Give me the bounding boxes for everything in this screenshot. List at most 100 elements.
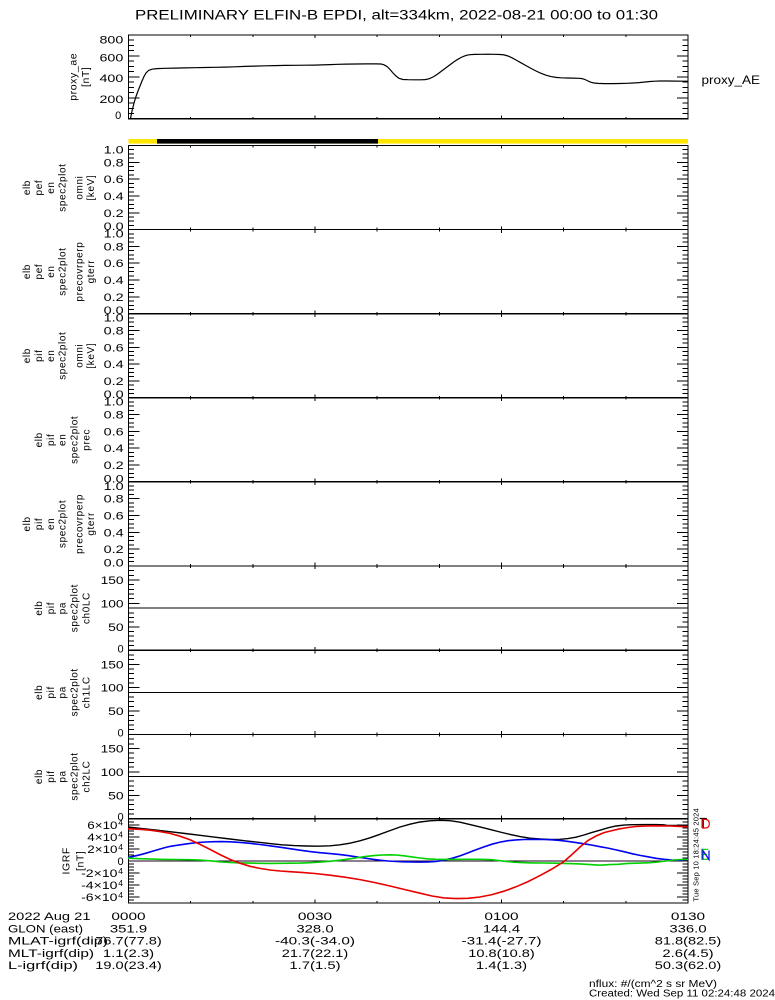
svg-text:spec2plot: spec2plot xyxy=(69,416,80,464)
svg-text:spec2plot: spec2plot xyxy=(69,584,80,632)
svg-text:0.4: 0.4 xyxy=(104,275,124,287)
svg-text:0130: 0130 xyxy=(671,911,705,923)
svg-text:en: en xyxy=(46,350,57,362)
svg-text:MLT-igrf(dip): MLT-igrf(dip) xyxy=(8,948,94,960)
svg-text:200: 200 xyxy=(100,94,124,106)
svg-text:en: en xyxy=(58,434,69,446)
svg-text:76.7(77.8): 76.7(77.8) xyxy=(95,936,162,948)
svg-text:21.7(22.1): 21.7(22.1) xyxy=(282,948,349,960)
svg-text:150: 150 xyxy=(101,575,124,587)
svg-text:pa: pa xyxy=(58,686,69,698)
svg-text:4: 4 xyxy=(118,866,123,876)
svg-text:1.0: 1.0 xyxy=(104,481,124,493)
svg-text:[keV]: [keV] xyxy=(86,343,97,369)
svg-text:0.4: 0.4 xyxy=(104,443,124,455)
svg-text:0.6: 0.6 xyxy=(104,342,124,354)
svg-text:[nT]: [nT] xyxy=(80,67,92,88)
svg-text:ch1LC: ch1LC xyxy=(81,676,92,708)
svg-text:4×10: 4×10 xyxy=(87,832,117,844)
svg-text:pef: pef xyxy=(34,180,45,196)
svg-text:en: en xyxy=(46,518,57,530)
svg-text:2.6(4.5): 2.6(4.5) xyxy=(662,948,713,960)
svg-text:600: 600 xyxy=(100,52,124,64)
svg-text:0: 0 xyxy=(117,812,123,824)
svg-text:[keV]: [keV] xyxy=(86,175,97,201)
svg-text:spec2plot: spec2plot xyxy=(58,163,69,211)
svg-text:elb: elb xyxy=(34,432,45,447)
svg-text:pa: pa xyxy=(58,770,69,782)
svg-text:pif: pif xyxy=(46,770,57,782)
svg-text:0.0: 0.0 xyxy=(104,389,124,401)
svg-text:400: 400 xyxy=(100,73,124,85)
svg-text:spec2plot: spec2plot xyxy=(69,752,80,800)
svg-text:81.8(82.5): 81.8(82.5) xyxy=(655,936,722,948)
svg-text:spec2plot: spec2plot xyxy=(58,500,69,548)
svg-text:0.2: 0.2 xyxy=(104,460,124,472)
svg-text:elb: elb xyxy=(34,685,45,700)
svg-text:0.2: 0.2 xyxy=(104,208,124,220)
svg-text:precovrperp: precovrperp xyxy=(74,494,85,554)
svg-text:en: en xyxy=(46,265,57,277)
svg-text:2022 Aug 21: 2022 Aug 21 xyxy=(8,911,91,923)
svg-text:proxy_AE: proxy_AE xyxy=(702,73,761,87)
svg-text:elb: elb xyxy=(22,348,33,363)
svg-text:ch2LC: ch2LC xyxy=(81,761,92,793)
svg-text:en: en xyxy=(46,181,57,193)
svg-text:0.8: 0.8 xyxy=(104,241,124,253)
svg-text:50: 50 xyxy=(108,706,124,718)
svg-text:0100: 0100 xyxy=(484,911,518,923)
svg-text:pif: pif xyxy=(34,518,45,530)
svg-text:1.0: 1.0 xyxy=(104,397,124,409)
svg-text:ch0LC: ch0LC xyxy=(81,592,92,624)
svg-text:elb: elb xyxy=(22,264,33,279)
svg-text:4: 4 xyxy=(118,830,123,840)
svg-text:1.0: 1.0 xyxy=(104,145,124,157)
svg-text:19.0(23.4): 19.0(23.4) xyxy=(95,960,162,972)
svg-text:0.0: 0.0 xyxy=(104,221,124,233)
svg-text:0.4: 0.4 xyxy=(104,527,124,539)
svg-text:0.4: 0.4 xyxy=(104,359,124,371)
svg-text:0: 0 xyxy=(115,110,123,122)
svg-text:spec2plot: spec2plot xyxy=(58,332,69,380)
svg-text:4: 4 xyxy=(118,878,123,888)
svg-text:0.6: 0.6 xyxy=(104,510,124,522)
svg-text:PRELIMINARY ELFIN-B EPDI, alt=: PRELIMINARY ELFIN-B EPDI, alt=334km, 202… xyxy=(135,7,658,23)
svg-text:50.3(62.0): 50.3(62.0) xyxy=(655,960,722,972)
svg-text:0.0: 0.0 xyxy=(104,557,124,569)
svg-text:144.4: 144.4 xyxy=(483,923,520,935)
svg-text:336.0: 336.0 xyxy=(669,923,706,935)
svg-text:elb: elb xyxy=(22,516,33,531)
svg-text:100: 100 xyxy=(101,683,124,695)
svg-text:0.0: 0.0 xyxy=(104,473,124,485)
svg-text:elb: elb xyxy=(34,601,45,616)
svg-text:4: 4 xyxy=(118,842,123,852)
svg-text:6×10: 6×10 xyxy=(87,820,117,832)
svg-text:-4×10: -4×10 xyxy=(81,880,117,892)
svg-text:pa: pa xyxy=(58,602,69,614)
svg-text:150: 150 xyxy=(101,659,124,671)
svg-text:0: 0 xyxy=(117,727,123,739)
svg-text:elb: elb xyxy=(34,769,45,784)
svg-text:0000: 0000 xyxy=(111,911,145,923)
svg-text:0.4: 0.4 xyxy=(104,191,124,203)
svg-text:pif: pif xyxy=(34,350,45,362)
svg-text:1.1(2.3): 1.1(2.3) xyxy=(103,948,154,960)
svg-text:0.6: 0.6 xyxy=(104,258,124,270)
svg-text:1.7(1.5): 1.7(1.5) xyxy=(289,960,340,972)
svg-text:omni: omni xyxy=(74,176,85,200)
svg-text:50: 50 xyxy=(108,622,124,634)
svg-text:100: 100 xyxy=(101,767,124,779)
svg-text:50: 50 xyxy=(108,790,124,802)
svg-text:pif: pif xyxy=(46,602,57,614)
svg-text:-40.3(-34.0): -40.3(-34.0) xyxy=(275,936,355,948)
svg-text:Created: Wed Sep 11 02:24:48 2: Created: Wed Sep 11 02:24:48 2024 xyxy=(589,989,775,1000)
svg-text:100: 100 xyxy=(101,598,124,610)
svg-text:1.4(1.3): 1.4(1.3) xyxy=(476,960,527,972)
svg-text:omni: omni xyxy=(74,344,85,368)
svg-text:spec2plot: spec2plot xyxy=(58,247,69,295)
svg-text:0.8: 0.8 xyxy=(104,494,124,506)
svg-text:1.0: 1.0 xyxy=(104,313,124,325)
svg-text:150: 150 xyxy=(101,744,124,756)
svg-text:0: 0 xyxy=(117,643,123,655)
svg-text:351.9: 351.9 xyxy=(110,923,147,935)
